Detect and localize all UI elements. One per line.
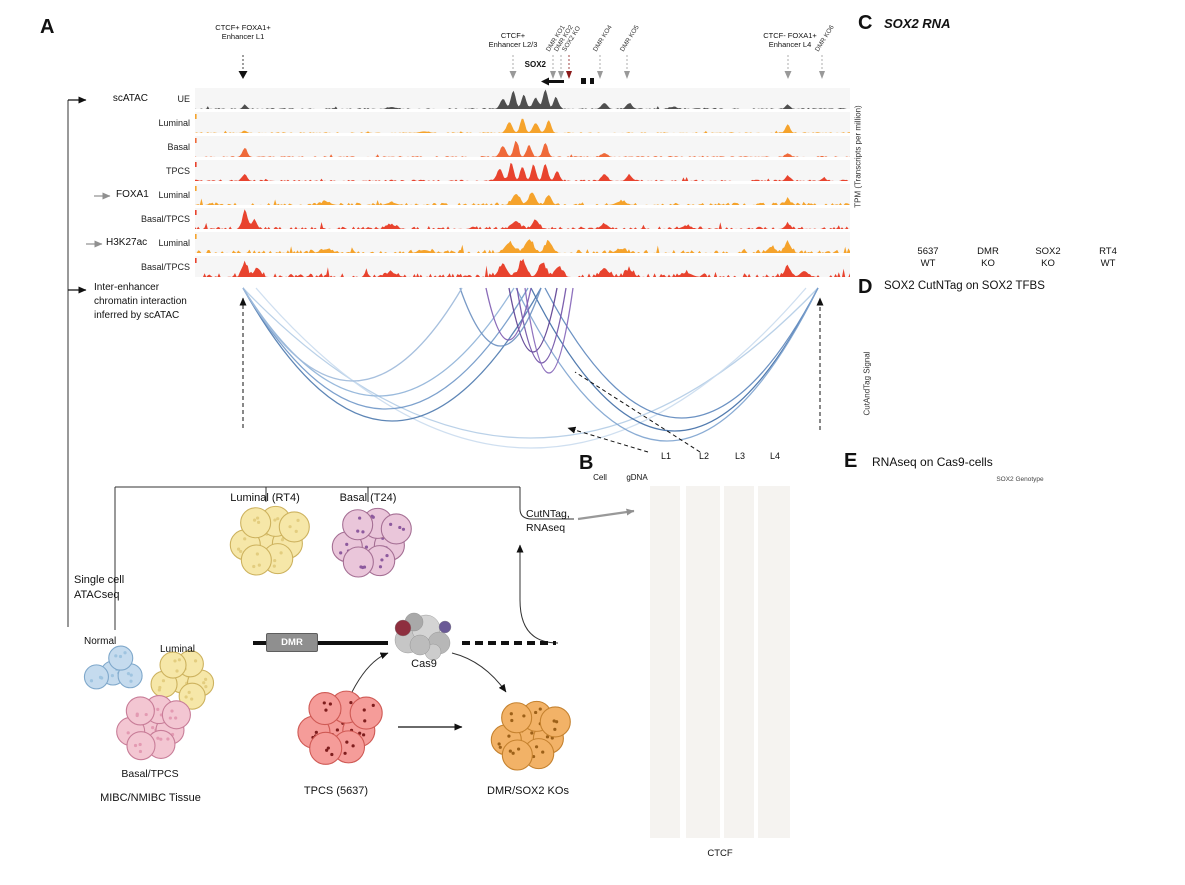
enhancer-l1-annotation: CTCF+ FOXA1+ Enhancer L1 xyxy=(203,23,283,41)
xlabel-5637-wt2: WT xyxy=(920,258,936,269)
cutntag-label-line2: RNAseq xyxy=(526,522,566,534)
track-label-scatac-tpcs: TPCS xyxy=(165,166,190,176)
track-label-h3k27ac-basal: Basal/TPCS xyxy=(140,262,190,272)
dmr-sox2-kos-label: DMR/SOX2 KOs xyxy=(487,785,569,797)
panel-e-heatmap-canvas xyxy=(840,470,1185,885)
single-cell-atac-line1: Single cell xyxy=(74,574,125,586)
xlabel-5637: 5637 xyxy=(917,246,939,257)
dmr-box: DMR xyxy=(266,633,318,652)
track-signal-profiles xyxy=(195,89,850,277)
luminal-rt4-cells xyxy=(229,505,310,576)
group-label-foxa1: FOXA1 xyxy=(116,189,149,200)
track-label-foxa1-luminal: Luminal xyxy=(158,190,190,200)
enhancer-l23-line2: Enhancer L2/3 xyxy=(488,40,538,49)
xlabel-sox2: SOX2 xyxy=(1035,246,1061,257)
interaction-label-line2: chromatin interaction xyxy=(94,296,187,307)
cell-clusters xyxy=(83,505,571,771)
basal-tpcs-label: Basal/TPCS xyxy=(121,768,179,780)
panel-c-title: SOX2 RNA xyxy=(884,16,951,31)
panel-a-genome-tracks-canvas xyxy=(195,55,850,277)
enhancer-l23-annotation: CTCF+ Enhancer L2/3 xyxy=(478,31,548,49)
panel-d-lineplot-canvas xyxy=(872,300,1172,468)
panel-d-label: D xyxy=(858,276,873,298)
track-label-scatac-basal: Basal xyxy=(167,142,190,152)
enhancer-l1-line2: Enhancer L1 xyxy=(221,32,265,41)
xlabel-rt4: RT4 xyxy=(1099,246,1117,257)
track-label-h3k27ac-luminal: Luminal xyxy=(158,238,190,248)
enhancer-l4-line1: CTCF- FOXA1+ xyxy=(763,31,817,40)
locus-column-backgrounds xyxy=(650,486,790,838)
cas9-protein xyxy=(394,612,452,661)
track-label-ue: UE xyxy=(177,94,190,104)
panel-b-genome-tracks-canvas xyxy=(650,486,790,838)
single-cell-atac-line2: ATACseq xyxy=(74,589,120,601)
xlabel-rt4-wt2: WT xyxy=(1100,258,1116,269)
enhancer-l4-line2: Enhancer L4 xyxy=(768,40,812,49)
xlabel-dmr-ko: DMR KO xyxy=(963,246,1013,270)
basal-t24-label: Basal (T24) xyxy=(339,492,397,504)
group-label-scatac: scATAC xyxy=(112,93,148,104)
connector-lines xyxy=(67,96,824,731)
enhancer-l1-line1: CTCF+ FOXA1+ xyxy=(215,23,271,32)
tpcs-5637-cells xyxy=(297,690,383,765)
panel-b-header-cell: Cell xyxy=(593,473,607,482)
enhancer-l4-annotation: CTCF- FOXA1+ Enhancer L4 xyxy=(753,31,827,49)
track-label-scatac-luminal: Luminal xyxy=(158,118,190,128)
interaction-arcs xyxy=(242,287,819,449)
xlabel-sox2-ko2: KO xyxy=(1041,258,1055,269)
normal-label: Normal xyxy=(84,636,117,647)
luminal-rt4-label: Luminal (RT4) xyxy=(230,492,300,504)
locus-label-l4: L4 xyxy=(769,451,780,461)
locus-label-l2: L2 xyxy=(698,451,709,461)
panel-a-label: A xyxy=(40,16,55,38)
interaction-label-line1: Inter-enhancer xyxy=(94,282,160,293)
xlabel-rt4-wt: RT4 WT xyxy=(1083,246,1133,270)
locus-label-l1: L1 xyxy=(660,451,671,461)
enhancer-l23-line1: CTCF+ xyxy=(500,31,526,40)
xlabel-dmr-ko2: KO xyxy=(981,258,995,269)
tissue-label: MIBC/NMIBC Tissue xyxy=(100,792,201,804)
xlabel-dmr: DMR xyxy=(977,246,999,257)
panel-e-label: E xyxy=(844,450,858,472)
basal-tpcs-cells xyxy=(116,695,191,761)
basal-t24-cells xyxy=(331,507,412,578)
tpcs-5637-label: TPCS (5637) xyxy=(303,785,369,797)
ctcf-axis-label: CTCF xyxy=(707,848,733,859)
cutntag-label-line1: CutNTag, xyxy=(526,508,570,520)
panel-e-title: RNAseq on Cas9-cells xyxy=(872,455,993,469)
locus-label-l3: L3 xyxy=(734,451,745,461)
annotation-markers xyxy=(238,55,825,86)
luminal-label: Luminal xyxy=(160,644,196,655)
sox2-genotype-label: SOX2 Genotype xyxy=(996,476,1044,483)
interaction-label-line3: inferred by scATAC xyxy=(94,310,180,321)
xlabel-5637-wt: 5637 WT xyxy=(903,246,953,270)
group-label-h3k27ac: H3K27ac xyxy=(106,237,148,248)
xlabel-sox2-ko: SOX2 KO xyxy=(1023,246,1073,270)
normal-cells xyxy=(83,645,143,690)
panel-c-ylabel: TPM (Transcripts per million) xyxy=(853,105,863,208)
panel-c-label: C xyxy=(858,12,873,34)
ko-cells xyxy=(490,700,571,771)
panel-d-ylabel: CutAndTag Signal xyxy=(862,351,872,416)
track-label-foxa1-basal: Basal/TPCS xyxy=(140,214,190,224)
cas9-label: Cas9 xyxy=(411,658,437,670)
panel-d-title: SOX2 CutNTag on SOX2 TFBS xyxy=(884,280,1045,292)
luminal-tissue-cells xyxy=(150,650,215,710)
sox2-gene-label: SOX2 xyxy=(524,60,546,69)
panel-b-header-gdna: gDNA xyxy=(626,473,648,482)
panel-b-label: B xyxy=(579,452,594,474)
